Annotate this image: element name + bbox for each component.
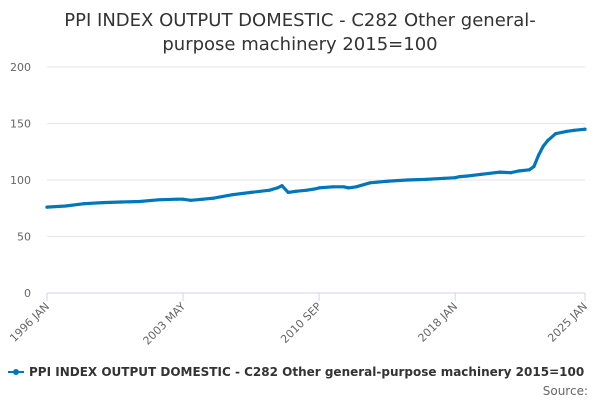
chart-title-line-2: purpose machinery 2015=100 [162,34,437,55]
y-tick-label: 150 [10,118,31,131]
data-point[interactable] [546,138,550,142]
data-point[interactable] [119,200,123,204]
legend-label[interactable]: PPI INDEX OUTPUT DOMESTIC - C282 Other g… [29,365,584,379]
data-point[interactable] [286,190,290,194]
data-point[interactable] [305,188,309,192]
data-point[interactable] [275,186,279,190]
data-point[interactable] [294,189,298,193]
data-point[interactable] [280,184,284,188]
data-point[interactable] [312,187,317,191]
data-point[interactable] [541,144,545,148]
data-point[interactable] [479,172,483,176]
y-tick-label: 50 [17,231,31,244]
y-tick-label: 0 [24,287,31,300]
data-point[interactable] [532,164,536,168]
data-point[interactable] [354,185,358,189]
data-point[interactable] [572,128,576,132]
data-point[interactable] [405,178,409,182]
data-point[interactable] [509,171,513,175]
data-point[interactable] [317,186,321,190]
data-point[interactable] [458,175,462,179]
data-point[interactable] [537,153,541,157]
data-point[interactable] [424,177,428,181]
data-point[interactable] [453,176,457,180]
data-point[interactable] [82,202,86,206]
data-point[interactable] [516,169,521,173]
data-point[interactable] [101,201,105,205]
data-point[interactable] [346,186,351,190]
data-point[interactable] [342,185,346,189]
y-tick-label: 100 [10,174,31,187]
data-point[interactable] [442,176,446,180]
data-point[interactable] [181,197,185,201]
data-point[interactable] [331,185,335,189]
data-point[interactable] [212,196,216,200]
data-point[interactable] [175,197,179,201]
data-point[interactable] [64,204,68,208]
chart-title-line-1: PPI INDEX OUTPUT DOMESTIC - C282 Other g… [64,10,535,31]
credits-source[interactable]: Source: [543,384,588,398]
data-point[interactable] [498,170,502,174]
data-point[interactable] [368,181,372,185]
data-point[interactable] [465,174,470,178]
data-point[interactable] [249,190,253,194]
data-point[interactable] [554,132,558,136]
y-tick-label: 200 [10,61,31,74]
legend[interactable]: PPI INDEX OUTPUT DOMESTIC - C282 Other g… [8,365,584,379]
data-point[interactable] [45,205,49,209]
data-point[interactable] [138,199,142,204]
series-layer [45,127,587,209]
data-point[interactable] [156,198,160,202]
data-point[interactable] [230,193,235,197]
data-point[interactable] [268,188,272,192]
y-axis: 0 50 100 150 200 [10,61,31,300]
legend-dot-marker [13,369,19,375]
data-point[interactable] [387,179,391,183]
data-point[interactable] [201,197,205,201]
data-point[interactable] [189,198,193,202]
data-point[interactable] [527,168,531,172]
data-point[interactable] [564,129,569,133]
data-point[interactable] [583,127,587,131]
